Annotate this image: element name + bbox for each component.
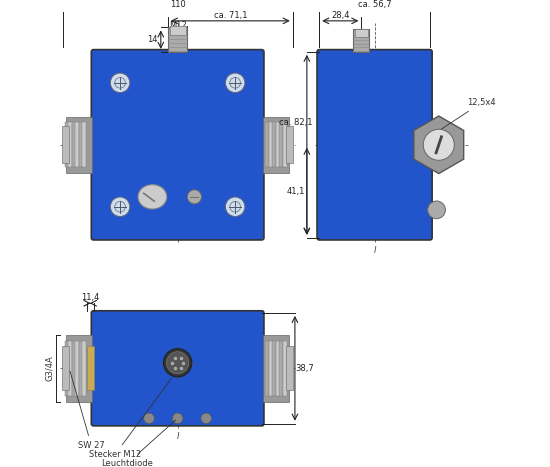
Circle shape — [428, 201, 446, 219]
Bar — [82, 340, 86, 396]
FancyBboxPatch shape — [317, 50, 432, 240]
Text: l: l — [177, 432, 179, 440]
Text: ca. 56,7: ca. 56,7 — [358, 0, 392, 9]
Text: 11,4: 11,4 — [81, 293, 99, 303]
Text: l: l — [373, 246, 376, 255]
FancyBboxPatch shape — [91, 50, 264, 240]
Circle shape — [226, 73, 245, 92]
Bar — [79, 122, 83, 167]
Bar — [285, 126, 293, 163]
Text: 28,4: 28,4 — [331, 11, 350, 20]
Text: 41,1: 41,1 — [287, 187, 305, 196]
Text: M12: M12 — [169, 21, 186, 30]
Circle shape — [226, 197, 245, 217]
Bar — [355, 29, 367, 37]
Bar — [272, 122, 276, 167]
Bar — [276, 122, 280, 167]
Circle shape — [167, 352, 189, 374]
Bar — [62, 126, 69, 163]
Bar — [62, 346, 69, 390]
Bar — [263, 117, 289, 173]
Bar — [75, 340, 79, 396]
Text: 14: 14 — [147, 35, 158, 44]
Circle shape — [172, 413, 183, 424]
Bar — [68, 340, 72, 396]
Circle shape — [188, 190, 201, 204]
Bar — [79, 340, 83, 396]
Text: Stecker M12: Stecker M12 — [89, 378, 172, 459]
Bar — [265, 340, 269, 396]
Bar — [269, 340, 273, 396]
Bar — [272, 340, 276, 396]
Bar — [353, 29, 369, 52]
Text: Leuchtdiode: Leuchtdiode — [102, 420, 175, 467]
Text: SW 27: SW 27 — [70, 371, 105, 450]
Bar — [68, 122, 72, 167]
Bar — [279, 340, 283, 396]
Bar — [65, 122, 69, 167]
Text: 12,5x4: 12,5x4 — [437, 98, 496, 132]
Bar — [72, 340, 76, 396]
Bar — [269, 122, 273, 167]
Text: ca. 82,1: ca. 82,1 — [279, 118, 312, 127]
Bar — [276, 340, 280, 396]
Bar — [75, 122, 79, 167]
Text: 110: 110 — [170, 0, 185, 9]
Bar — [169, 26, 185, 35]
Bar — [265, 122, 269, 167]
Bar — [87, 346, 94, 390]
Bar — [65, 340, 69, 396]
Bar — [66, 335, 92, 402]
Circle shape — [163, 348, 192, 377]
Bar — [66, 117, 92, 173]
Text: ca. 71,1: ca. 71,1 — [213, 11, 247, 20]
Circle shape — [424, 129, 454, 160]
Bar — [263, 335, 289, 402]
Polygon shape — [414, 116, 464, 174]
Circle shape — [111, 197, 130, 217]
Circle shape — [144, 413, 155, 424]
Bar — [72, 122, 76, 167]
Bar — [168, 28, 188, 52]
Bar — [283, 122, 287, 167]
Circle shape — [111, 73, 130, 92]
Ellipse shape — [138, 184, 167, 209]
Bar — [283, 340, 287, 396]
Bar — [82, 122, 86, 167]
Text: G3/4A: G3/4A — [45, 355, 54, 381]
FancyBboxPatch shape — [91, 311, 264, 426]
Text: 38,7: 38,7 — [295, 364, 314, 373]
Bar — [285, 346, 293, 390]
Circle shape — [201, 413, 212, 424]
Bar — [279, 122, 283, 167]
